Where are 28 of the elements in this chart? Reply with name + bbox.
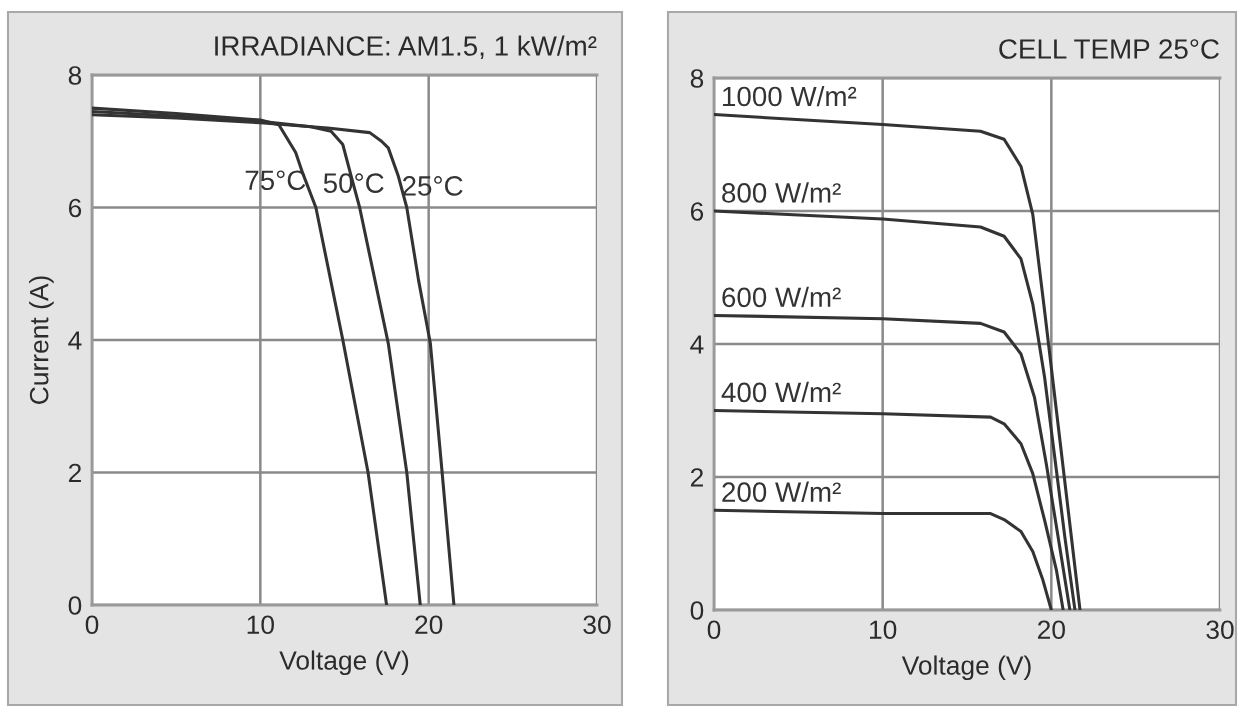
- x-tick-label: 20: [1037, 620, 1065, 640]
- x-axis-title: Voltage (V): [279, 650, 409, 676]
- y-tick-label: 4: [68, 331, 82, 350]
- x-tick-label: 0: [707, 620, 721, 640]
- x-axis-title: Voltage (V): [901, 655, 1031, 681]
- x-tick-label: 10: [870, 620, 897, 640]
- y-tick-label: 2: [690, 468, 703, 487]
- y-tick-label: 6: [690, 202, 704, 221]
- y-tick-label: 2: [68, 463, 81, 483]
- y-tick-label: 0: [690, 601, 704, 620]
- x-tick-label: 30: [1206, 620, 1234, 640]
- y-tick-label: 8: [690, 69, 704, 88]
- x-tick-label: 0: [85, 615, 99, 635]
- chart-title: IRRADIANCE: AM1.5, 1 kW/m²: [215, 35, 597, 60]
- x-tick-label: 20: [415, 615, 443, 635]
- y-axis-title: Current (A): [29, 276, 54, 404]
- y-tick-label: 6: [68, 198, 82, 218]
- y-tick-label: 0: [68, 596, 82, 615]
- x-tick-label: 30: [583, 615, 611, 635]
- x-tick-label: 10: [247, 615, 274, 635]
- y-tick-label: 4: [690, 335, 704, 354]
- series-label: 400 W/m²: [721, 381, 841, 403]
- y-tick-label: 8: [68, 66, 82, 85]
- series-label: 1000 W/m²: [723, 85, 857, 107]
- series-label: 600 W/m²: [722, 286, 841, 308]
- series-label: 800 W/m²: [722, 182, 841, 203]
- chart-title: CELL TEMP 25°C: [999, 39, 1219, 59]
- series-label: 200 W/m²: [722, 481, 841, 502]
